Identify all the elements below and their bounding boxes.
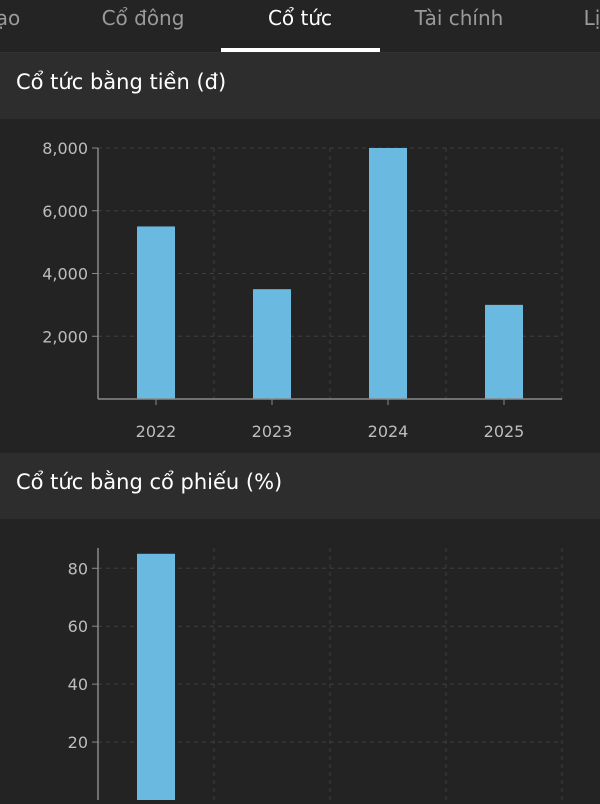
cash-xtick-label: 2025 bbox=[484, 422, 525, 441]
cash-dividend-chart-area: 2,000 4,000 6,000 8,000 2022 2023 2024 2025 bbox=[0, 119, 600, 453]
stock-dividend-header: Cổ tức bằng cổ phiếu (%) bbox=[0, 453, 600, 519]
cash-ytick-label: 2,000 bbox=[42, 327, 88, 346]
cash-bar-2023 bbox=[253, 289, 291, 399]
stock-ytick-label: 60 bbox=[68, 617, 88, 636]
tab-bar: ạo Cổ đông Cổ tức Tài chính Lị bbox=[0, 0, 600, 53]
active-tab-indicator bbox=[221, 48, 380, 52]
tab-dividends[interactable]: Cổ tức bbox=[267, 6, 333, 30]
cash-xtick-label: 2022 bbox=[136, 422, 177, 441]
cash-bar-2024 bbox=[369, 148, 407, 399]
cash-dividend-header: Cổ tức bằng tiền (đ) bbox=[0, 53, 600, 119]
cash-dividend-title: Cổ tức bằng tiền (đ) bbox=[16, 70, 227, 94]
stock-ytick-label: 40 bbox=[68, 675, 88, 694]
tab-partial-right[interactable]: Lị bbox=[583, 6, 600, 30]
cash-dividend-chart: 2,000 4,000 6,000 8,000 2022 2023 2024 2025 bbox=[42, 139, 563, 441]
cash-xtick-label: 2023 bbox=[252, 422, 293, 441]
stock-ytick-label: 80 bbox=[68, 559, 88, 578]
tab-partial-left[interactable]: ạo bbox=[0, 6, 21, 30]
cash-ytick-label: 6,000 bbox=[42, 202, 88, 221]
cash-ytick-label: 4,000 bbox=[42, 265, 88, 284]
tab-shareholders[interactable]: Cổ đông bbox=[101, 6, 185, 30]
stock-bar-2022 bbox=[137, 553, 175, 800]
tab-financials[interactable]: Tài chính bbox=[414, 6, 504, 30]
cash-bar-2022 bbox=[137, 226, 175, 399]
cash-ytick-label: 8,000 bbox=[42, 139, 88, 158]
stock-ytick-label: 20 bbox=[68, 733, 88, 752]
stock-dividend-title: Cổ tức bằng cổ phiếu (%) bbox=[16, 470, 283, 494]
stock-dividend-chart: 20 40 60 80 bbox=[68, 548, 563, 800]
stock-dividend-chart-area: 20 40 60 80 bbox=[0, 519, 600, 800]
cash-bar-2025 bbox=[485, 304, 523, 399]
cash-xtick-label: 2024 bbox=[368, 422, 409, 441]
